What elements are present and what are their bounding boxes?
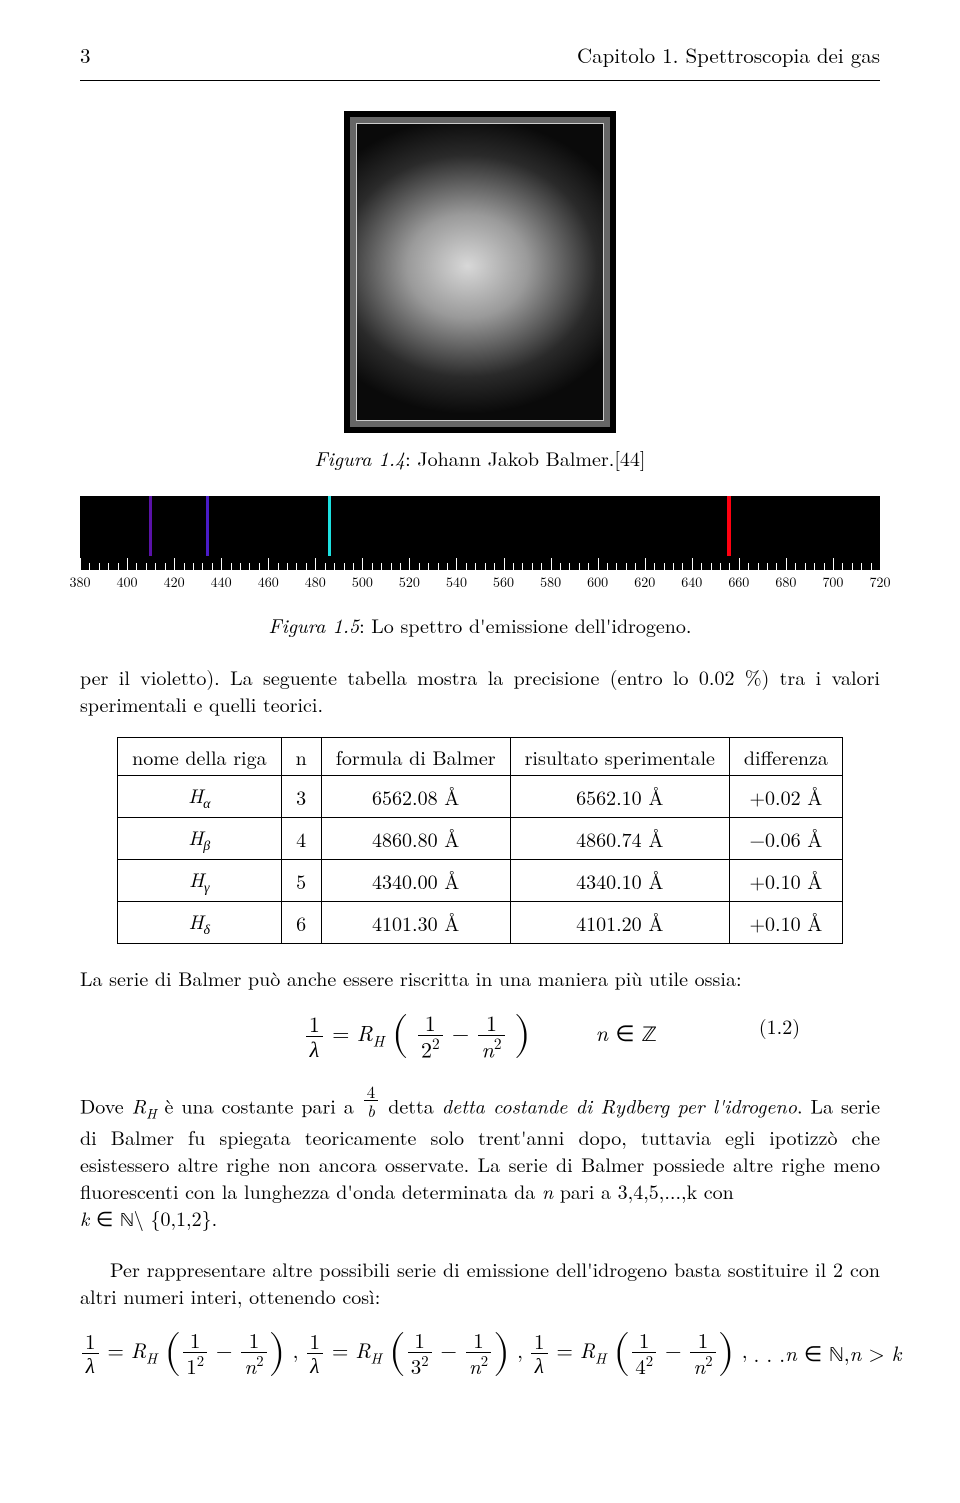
equation-1-2: 1 λ = RH ( 1 22 − 1 n2 ) n n ∈ ℤ ∈ ℤ (1.…	[80, 1011, 880, 1062]
tick-label: 640	[681, 572, 702, 592]
table-row: Hα36562.08 Å6562.10 Å+0.02 Å	[118, 776, 843, 818]
header-rule	[80, 80, 880, 81]
p2-RH-sub: H	[146, 1103, 156, 1123]
tick-label: 460	[258, 572, 279, 592]
eq-RH: R	[357, 1017, 373, 1048]
table-row: Hγ54340.00 Å4340.10 Å+0.10 Å	[118, 860, 843, 902]
para-before-table: per il violetto). La seguente tabella mo…	[80, 663, 880, 717]
eq-lhs-den: λ	[306, 1037, 323, 1061]
tick-label: 700	[822, 572, 843, 592]
table-cell: +0.10 Å	[729, 902, 842, 944]
table-header-cell: n	[281, 738, 321, 776]
balmer-table: nome della riganformula di Balmerrisulta…	[117, 737, 843, 944]
spectrum-tick-labels: 3804004204404604805005205405605806006206…	[80, 572, 880, 592]
table-cell: Hδ	[118, 902, 282, 944]
table-cell: −0.06 Å	[729, 818, 842, 860]
table-cell: 6562.10 Å	[510, 776, 729, 818]
p2c: detta costande di Rydberg per l'idrogeno	[442, 1090, 797, 1119]
table-cell: +0.02 Å	[729, 776, 842, 818]
para-after-table: La serie di Balmer può anche essere risc…	[80, 964, 880, 991]
tick-label: 660	[728, 572, 749, 592]
para-rydberg: Dove RH è una costante pari a 4b detta d…	[80, 1082, 880, 1236]
chapter-title: Capitolo 1. Spettroscopia dei gas	[577, 40, 880, 70]
tick-label: 680	[775, 572, 796, 592]
eq-RH-sub: H	[373, 1030, 384, 1051]
table-cell: 4101.20 Å	[510, 902, 729, 944]
tick-label: 440	[211, 572, 232, 592]
figure-1-5-label: Figura 1.5	[269, 610, 360, 639]
p2-RH: R	[132, 1090, 147, 1119]
tick-label: 480	[305, 572, 326, 592]
eq-number: (1.2)	[759, 1011, 800, 1040]
table-cell: 4340.00 Å	[321, 860, 510, 902]
table-header-cell: nome della riga	[118, 738, 282, 776]
tick-label: 540	[446, 572, 467, 592]
eq-t2-sup: 2	[494, 1033, 502, 1054]
tick-label: 600	[587, 572, 608, 592]
tick-label: 420	[164, 572, 185, 592]
spectral-line	[206, 496, 209, 556]
para-series-intro: Per rappresentare altre possibili serie …	[80, 1255, 880, 1309]
table-cell: Hγ	[118, 860, 282, 902]
table-cell: 4860.74 Å	[510, 818, 729, 860]
figure-1-5-caption: : Lo spettro d'emissione dell'idrogeno.	[359, 610, 691, 639]
portrait-image	[344, 111, 616, 433]
tick-label: 560	[493, 572, 514, 592]
page-number: 3	[80, 40, 91, 70]
tick-label: 520	[399, 572, 420, 592]
spectral-line	[727, 496, 731, 556]
table-header-cell: formula di Balmer	[321, 738, 510, 776]
p2e: pari a 3,4,5,...,k con	[553, 1176, 734, 1205]
p2b: è una costante pari a	[157, 1090, 362, 1119]
table-cell: 4340.10 Å	[510, 860, 729, 902]
spectrum-ticks	[80, 556, 880, 570]
figure-1-4-label: Figura 1.4	[315, 443, 406, 472]
table-header-cell: risultato sperimentale	[510, 738, 729, 776]
table-cell: Hβ	[118, 818, 282, 860]
table-cell: 3	[281, 776, 321, 818]
table-row: Hβ44860.80 Å4860.74 Å−0.06 Å	[118, 818, 843, 860]
eq-t2-den: n	[481, 1034, 493, 1065]
figure-1-4-caption: : Johann Jakob Balmer.[44]	[405, 443, 645, 472]
eq-t1-sup: 2	[432, 1033, 440, 1054]
spectral-line	[328, 496, 331, 556]
figure-spectrum: 3804004204404604805005205405605806006206…	[80, 496, 880, 639]
table-cell: 5	[281, 860, 321, 902]
tick-label: 380	[70, 572, 91, 592]
p2a: Dove	[80, 1090, 132, 1119]
table-cell: Hα	[118, 776, 282, 818]
tick-label: 620	[634, 572, 655, 592]
tick-label: 400	[117, 572, 138, 592]
tick-label: 580	[540, 572, 561, 592]
frac4b-den: b	[364, 1101, 379, 1120]
figure-portrait: Figura 1.4: Johann Jakob Balmer.[44]	[80, 111, 880, 472]
table-cell: 4	[281, 818, 321, 860]
spectral-line	[149, 496, 152, 556]
equation-series: 1λ = RH (112 − 1n2) ,1λ = RH (132 − 1n2)…	[80, 1329, 880, 1378]
tick-label: 500	[352, 572, 373, 592]
table-header-cell: differenza	[729, 738, 842, 776]
tick-label: 720	[870, 572, 891, 592]
table-row: Hδ64101.30 Å4101.20 Å+0.10 Å	[118, 902, 843, 944]
spectrum-strip	[80, 496, 880, 556]
table-cell: +0.10 Å	[729, 860, 842, 902]
table-cell: 6562.08 Å	[321, 776, 510, 818]
table-cell: 4860.80 Å	[321, 818, 510, 860]
table-cell: 4101.30 Å	[321, 902, 510, 944]
eq-t1-den: 2	[421, 1034, 432, 1065]
table-cell: 6	[281, 902, 321, 944]
